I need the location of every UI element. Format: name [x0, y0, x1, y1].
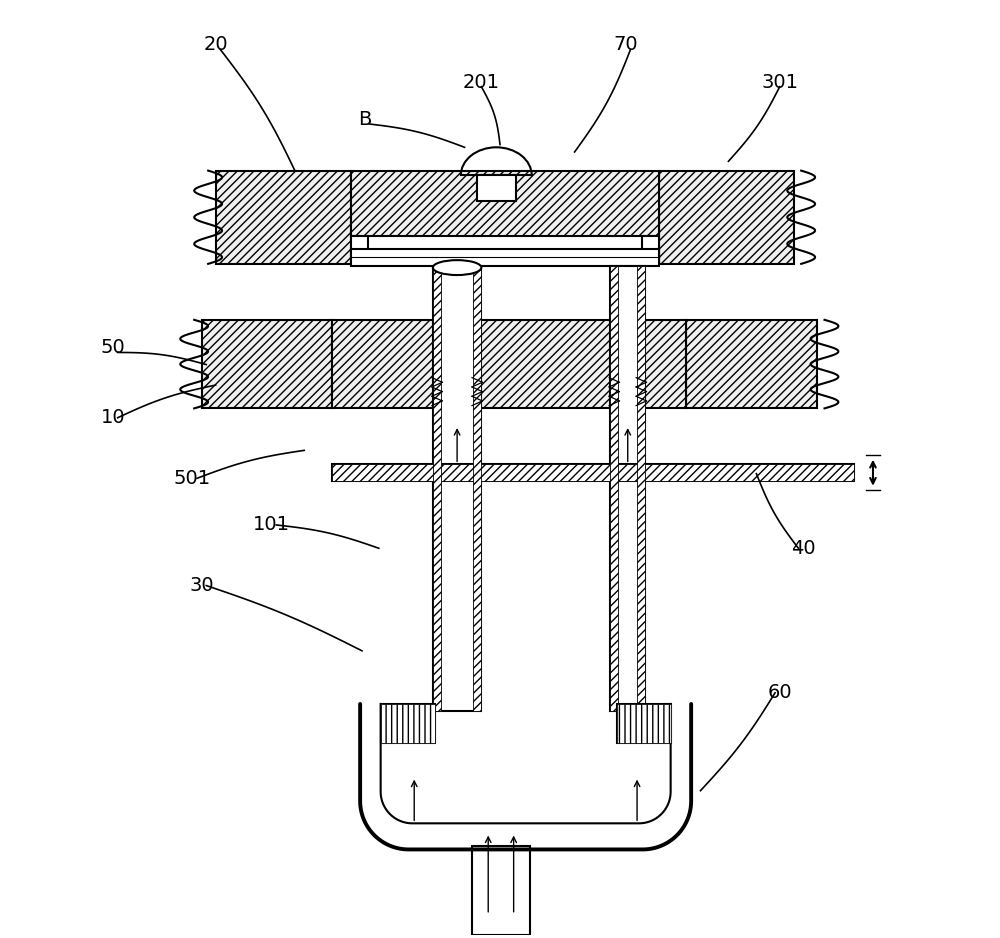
Bar: [659, 171, 794, 264]
Bar: [381, 704, 435, 743]
Bar: [686, 320, 817, 408]
Text: 30: 30: [189, 576, 214, 595]
Bar: [351, 235, 368, 264]
Text: B: B: [358, 110, 371, 129]
Text: 40: 40: [791, 538, 815, 558]
Bar: [332, 464, 854, 481]
Bar: [610, 265, 618, 711]
Text: 70: 70: [614, 36, 638, 54]
Text: 10: 10: [101, 408, 125, 427]
Text: 201: 201: [463, 72, 500, 92]
Text: 101: 101: [253, 516, 290, 535]
Bar: [617, 704, 671, 743]
Text: 50: 50: [101, 339, 125, 357]
Bar: [351, 171, 659, 235]
Bar: [351, 249, 659, 265]
Text: 501: 501: [174, 469, 211, 488]
Bar: [472, 846, 530, 935]
Bar: [433, 265, 441, 711]
Bar: [433, 265, 481, 711]
Ellipse shape: [433, 260, 481, 275]
Bar: [332, 320, 686, 408]
Bar: [477, 175, 516, 202]
Bar: [617, 704, 671, 743]
Text: 60: 60: [767, 683, 792, 703]
Bar: [332, 464, 854, 481]
Bar: [216, 171, 351, 264]
Bar: [642, 235, 659, 264]
Text: 20: 20: [203, 36, 228, 54]
Text: 301: 301: [761, 72, 798, 92]
Bar: [637, 265, 645, 711]
Bar: [381, 704, 435, 743]
Bar: [473, 265, 481, 711]
Bar: [202, 320, 332, 408]
Bar: [610, 265, 645, 711]
